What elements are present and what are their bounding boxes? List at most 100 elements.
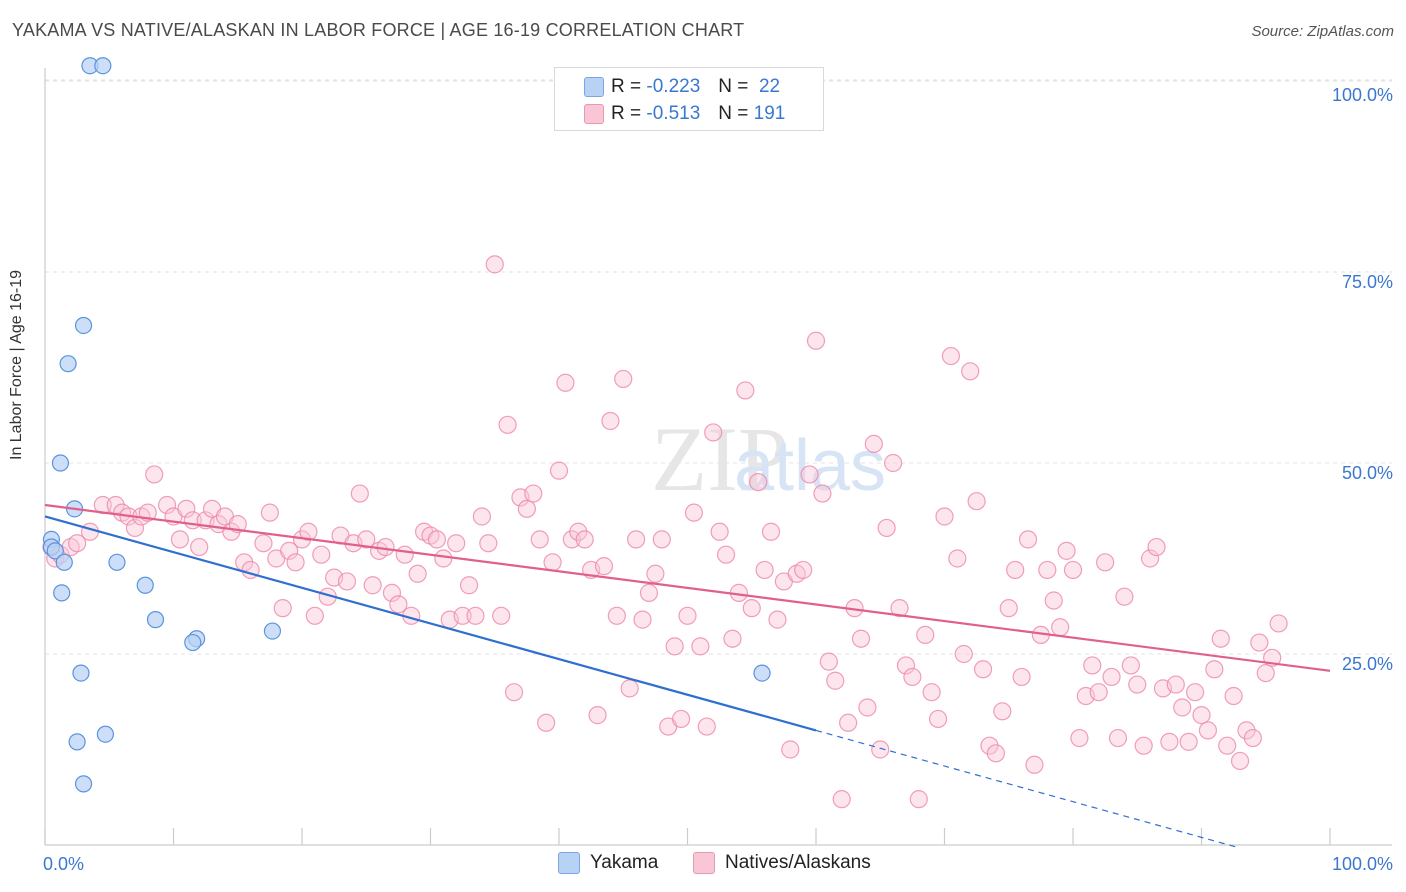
natives-point: [543, 553, 562, 572]
natives-point: [1192, 706, 1211, 725]
natives-point: [434, 549, 453, 568]
yakama-point: [53, 584, 71, 602]
natives-point: [1057, 541, 1076, 560]
natives-point: [1070, 728, 1089, 748]
natives-point: [813, 484, 832, 503]
natives-point: [626, 530, 646, 549]
natives-point: [710, 522, 729, 541]
natives-point: [357, 530, 376, 549]
yakama-point: [59, 355, 77, 373]
natives-point: [562, 530, 581, 549]
natives-point: [530, 530, 549, 549]
legend-item-yakama[interactable]: Yakama: [558, 852, 658, 874]
natives-point: [1108, 728, 1128, 748]
natives-point: [896, 656, 916, 675]
natives-point: [614, 369, 633, 389]
natives-point: [839, 713, 858, 732]
natives-point: [941, 346, 961, 366]
natives-point: [427, 530, 447, 549]
natives-point: [903, 667, 922, 687]
y-tick-label: 100.0%: [1332, 85, 1393, 105]
natives-point: [273, 599, 292, 618]
natives-point: [832, 790, 851, 809]
natives-points: [42, 255, 1288, 809]
natives-point: [1083, 656, 1102, 675]
natives-point: [569, 522, 588, 541]
y-tick-label: 50.0%: [1342, 463, 1393, 483]
natives-r-label: R =: [611, 103, 642, 124]
natives-point: [986, 744, 1006, 763]
natives-point: [254, 534, 273, 553]
natives-point: [928, 709, 948, 729]
natives-point: [704, 423, 723, 442]
yakama-r-label: R =: [611, 76, 642, 97]
natives-point: [389, 595, 408, 614]
natives-point: [1018, 530, 1038, 549]
yakama-point: [184, 633, 202, 652]
natives-point: [871, 740, 890, 759]
natives-point: [537, 713, 556, 732]
natives-point: [1198, 721, 1218, 740]
natives-point: [466, 606, 485, 625]
natives-point: [472, 507, 491, 526]
natives-point: [556, 373, 575, 392]
natives-point: [806, 331, 826, 350]
natives-point: [1230, 751, 1250, 771]
natives-point: [607, 606, 626, 625]
natives-point: [1205, 660, 1224, 679]
yakama-point: [136, 576, 154, 594]
natives-point: [858, 698, 877, 717]
natives-point: [1243, 728, 1263, 748]
natives-point: [1134, 736, 1153, 755]
x-tick-label: 0.0%: [43, 854, 84, 874]
yakama-point: [146, 611, 165, 629]
natives-point: [678, 606, 697, 625]
natives-point: [935, 507, 954, 526]
natives-point: [1012, 667, 1031, 687]
natives-point: [1128, 675, 1147, 694]
natives-point: [498, 415, 517, 434]
natives-point: [691, 637, 710, 656]
yakama-point: [51, 454, 70, 472]
natives-point: [286, 553, 305, 572]
natives-point: [736, 381, 755, 400]
natives-point: [916, 625, 935, 645]
natives-point: [954, 644, 973, 664]
yakama-legend-label: Yakama: [590, 852, 659, 873]
natives-point: [742, 599, 761, 618]
natives-point: [973, 660, 993, 679]
y-tick-label: 25.0%: [1342, 654, 1393, 674]
natives-point: [684, 503, 704, 522]
yakama-n-label: N =: [718, 76, 749, 97]
natives-point: [652, 530, 671, 549]
y-tick-label: 75.0%: [1342, 272, 1393, 292]
trendlines: [44, 503, 1331, 849]
natives-point: [755, 560, 774, 580]
natives-point: [479, 534, 498, 553]
yakama-point: [108, 553, 126, 571]
natives-point: [524, 484, 543, 503]
natives-point: [646, 564, 665, 583]
natives-point: [601, 411, 620, 431]
natives-trendline: [44, 503, 1331, 672]
natives-point: [1160, 732, 1179, 751]
natives-point: [260, 503, 279, 522]
natives-point: [864, 434, 883, 453]
natives-point: [145, 465, 164, 484]
natives-point: [1089, 683, 1108, 702]
natives-point: [125, 518, 145, 538]
legend-item-natives[interactable]: Natives/Alaskans: [693, 852, 871, 874]
natives-point: [395, 545, 414, 564]
natives-point: [1102, 667, 1121, 687]
natives-point: [794, 560, 813, 580]
natives-point: [1051, 618, 1070, 637]
x-tick-label: 100.0%: [1332, 854, 1393, 874]
correlation-legend: R = -0.223 N = 22 R = -0.513 N = 191: [554, 67, 824, 131]
natives-point: [1179, 732, 1198, 751]
natives-point: [761, 522, 781, 541]
watermark-zip: ZIP: [651, 408, 789, 510]
natives-point: [492, 606, 511, 625]
yakama-point: [72, 664, 90, 682]
natives-point: [408, 564, 427, 583]
natives-point: [1140, 549, 1160, 568]
